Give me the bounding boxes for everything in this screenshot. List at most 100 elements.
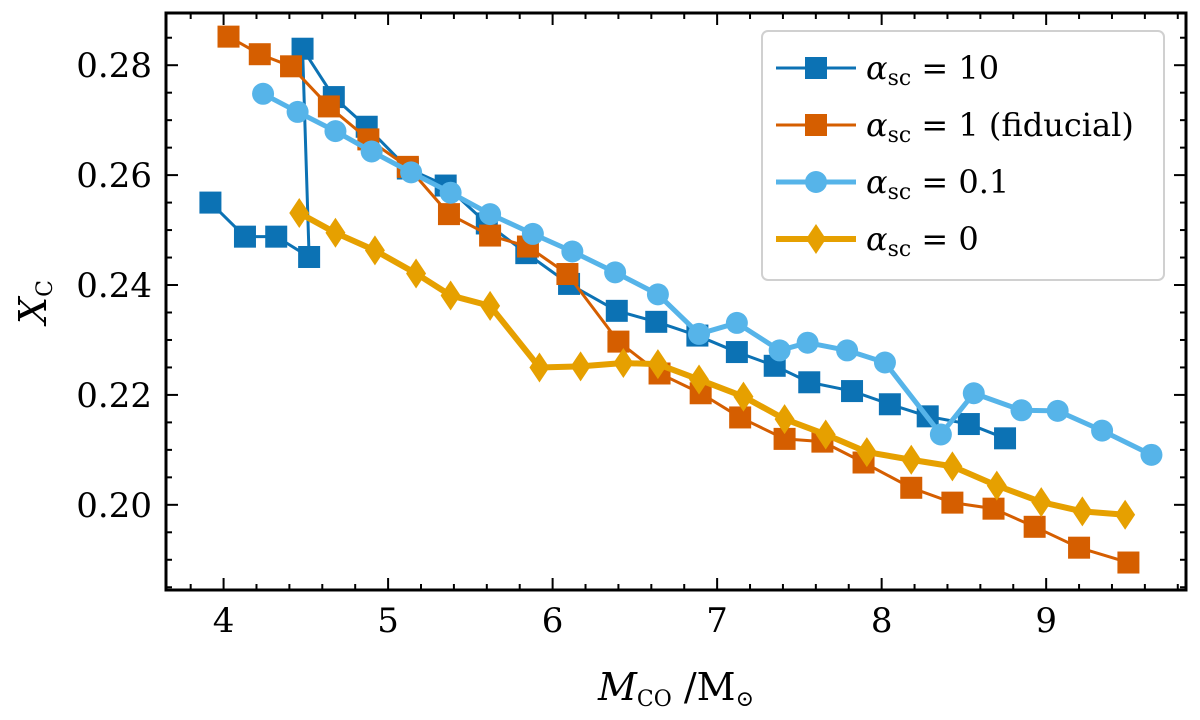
legend-item: αsc = 0	[776, 220, 979, 262]
data-point	[729, 406, 752, 429]
data-point	[689, 364, 710, 395]
data-point	[768, 339, 791, 362]
data-point	[688, 322, 711, 345]
data-point	[280, 55, 303, 78]
data-point	[1072, 496, 1093, 527]
data-point	[1023, 515, 1046, 538]
data-point	[561, 240, 584, 263]
y-tick-label: 0.24	[76, 266, 152, 306]
data-point	[479, 203, 502, 226]
x-tick-label: 4	[213, 601, 235, 641]
x-tick-label: 9	[1035, 601, 1057, 641]
data-point	[796, 331, 819, 354]
legend-marker	[805, 114, 827, 136]
series-4	[289, 198, 1136, 530]
data-point	[480, 290, 501, 321]
data-point	[324, 120, 347, 143]
legend: αsc = 10 αsc = 1 (fiducial) αsc = 0.1 αsc =…	[761, 30, 1165, 281]
data-point	[773, 427, 796, 450]
data-point	[942, 451, 963, 482]
legend-label: αsc = 0	[866, 220, 979, 262]
x-tick-label: 6	[542, 601, 564, 641]
data-point	[856, 437, 877, 468]
data-point	[265, 225, 288, 248]
data-point	[289, 198, 310, 229]
legend-label: αsc = 1 (fiducial)	[866, 106, 1134, 148]
data-point	[248, 43, 271, 66]
data-point	[645, 310, 668, 333]
data-point	[291, 37, 314, 60]
data-point	[360, 140, 383, 163]
tick-labels: 4 5 6 7 8 9 0.20 0.22 0.24 0.26 0.28	[76, 46, 1057, 641]
data-point	[437, 203, 460, 226]
y-tick-label: 0.22	[76, 376, 152, 416]
data-point	[873, 351, 896, 374]
data-point	[199, 191, 222, 214]
legend-item: αsc = 1 (fiducial)	[776, 106, 1134, 148]
data-point	[613, 348, 634, 379]
data-point	[1010, 399, 1033, 422]
data-point	[725, 311, 748, 334]
data-point	[1091, 419, 1114, 442]
data-point	[570, 351, 591, 382]
data-point	[529, 352, 550, 383]
y-tick-label: 0.26	[76, 156, 152, 196]
data-point	[252, 82, 275, 105]
data-point	[836, 339, 859, 362]
data-point	[286, 100, 309, 123]
data-point	[841, 380, 864, 403]
legend-marker	[805, 171, 827, 193]
data-point	[646, 283, 669, 306]
y-axis-label: XC	[11, 280, 58, 327]
x-tick-label: 7	[706, 601, 728, 641]
data-point	[733, 381, 754, 412]
data-point	[900, 476, 923, 499]
series-layer	[199, 25, 1163, 574]
data-point	[962, 382, 985, 405]
legend-item: αsc = 10	[776, 49, 999, 91]
data-point	[325, 217, 346, 248]
legend-marker	[805, 57, 827, 79]
data-point	[798, 371, 821, 394]
data-point	[217, 25, 240, 48]
data-point	[647, 349, 668, 380]
data-point	[941, 491, 964, 514]
data-point	[1140, 443, 1163, 466]
x-axis-label: MCO /M⊙	[597, 665, 754, 712]
data-point	[604, 261, 627, 284]
data-point	[298, 245, 321, 268]
data-point	[1046, 399, 1069, 422]
legend-item: αsc = 0.1	[776, 163, 1009, 205]
data-point	[982, 497, 1005, 520]
data-point	[994, 427, 1017, 450]
data-point	[521, 222, 544, 245]
data-point	[364, 235, 385, 266]
data-point	[605, 299, 628, 322]
legend-marker	[806, 224, 826, 254]
data-point	[233, 225, 256, 248]
data-point	[440, 280, 461, 311]
data-point	[400, 161, 423, 184]
data-point	[1068, 536, 1091, 559]
legend-label: αsc = 10	[866, 49, 999, 91]
x-tick-label: 8	[871, 601, 893, 641]
data-point	[1031, 487, 1052, 518]
data-point	[1117, 551, 1140, 574]
data-point	[439, 181, 462, 204]
data-point	[406, 258, 427, 289]
data-point	[901, 444, 922, 475]
data-point	[929, 423, 952, 446]
plot-frame	[164, 11, 1188, 592]
data-point	[815, 419, 836, 450]
data-point	[986, 470, 1007, 501]
data-point	[878, 393, 901, 416]
data-point	[774, 404, 795, 435]
data-point	[317, 95, 340, 118]
legend-box	[761, 30, 1165, 281]
legend-label: αsc = 0.1	[866, 163, 1009, 205]
data-point	[607, 330, 630, 353]
data-point	[479, 224, 502, 247]
data-point	[957, 413, 980, 436]
x-tick-label: 5	[377, 601, 399, 641]
